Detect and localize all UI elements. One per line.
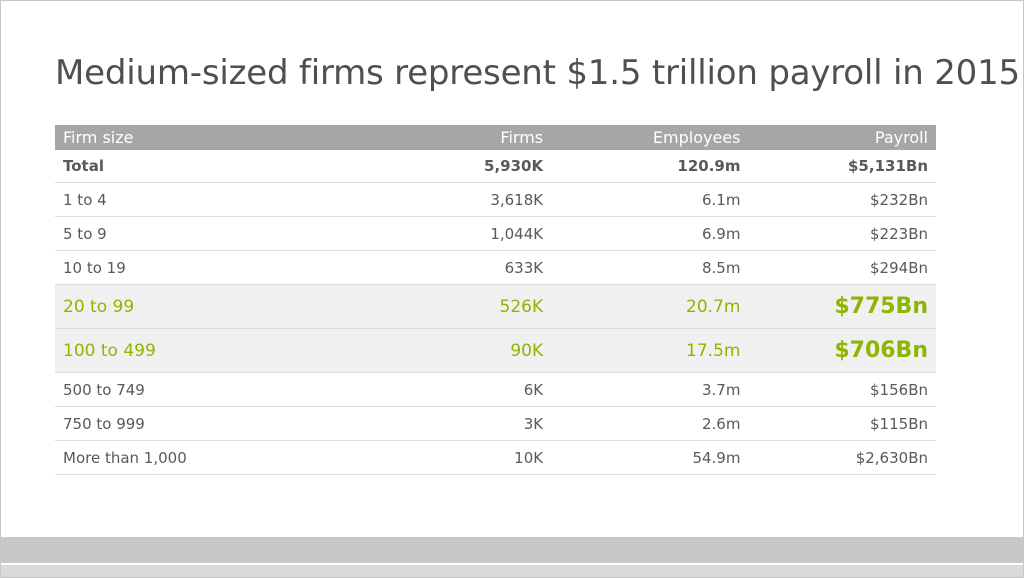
cell-firms: 633K bbox=[406, 250, 552, 285]
cell-firms: 10K bbox=[406, 440, 552, 475]
cell-payroll: $156Bn bbox=[748, 372, 936, 407]
cell-payroll: $294Bn bbox=[748, 250, 936, 285]
table-row: More than 1,000 10K 54.9m $2,630Bn bbox=[55, 440, 936, 475]
cell-employees: 8.5m bbox=[551, 250, 749, 285]
cell-firm-size: 20 to 99 bbox=[55, 284, 407, 329]
cell-firms: 3,618K bbox=[406, 182, 552, 217]
cell-payroll: $115Bn bbox=[748, 406, 936, 441]
table-row: 10 to 19 633K 8.5m $294Bn bbox=[55, 250, 936, 285]
footer-band bbox=[1, 537, 1023, 563]
cell-employees: 3.7m bbox=[551, 372, 749, 407]
header-employees: Employees bbox=[551, 125, 749, 150]
cell-firm-size: 1 to 4 bbox=[55, 182, 407, 217]
cell-firms: 90K bbox=[406, 328, 552, 373]
cell-firm-size: 100 to 499 bbox=[55, 328, 407, 373]
cell-firm-size: Total bbox=[55, 150, 407, 183]
cell-payroll: $2,630Bn bbox=[748, 440, 936, 475]
header-firms: Firms bbox=[406, 125, 552, 150]
cell-employees: 20.7m bbox=[551, 284, 749, 329]
header-firm-size: Firm size bbox=[55, 125, 407, 150]
slide-title: Medium-sized firms represent $1.5 trilli… bbox=[55, 53, 1020, 93]
table-row: 500 to 749 6K 3.7m $156Bn bbox=[55, 372, 936, 407]
cell-firm-size: 5 to 9 bbox=[55, 216, 407, 251]
cell-payroll: $223Bn bbox=[748, 216, 936, 251]
table-row-highlighted: 20 to 99 526K 20.7m $775Bn bbox=[55, 284, 936, 329]
cell-firms: 1,044K bbox=[406, 216, 552, 251]
table-row: 5 to 9 1,044K 6.9m $223Bn bbox=[55, 216, 936, 251]
cell-firms: 5,930K bbox=[406, 150, 552, 183]
cell-firm-size: 750 to 999 bbox=[55, 406, 407, 441]
cell-employees: 2.6m bbox=[551, 406, 749, 441]
cell-firms: 6K bbox=[406, 372, 552, 407]
cell-payroll: $706Bn bbox=[748, 328, 936, 373]
table-row: 750 to 999 3K 2.6m $115Bn bbox=[55, 406, 936, 441]
cell-firms: 526K bbox=[406, 284, 552, 329]
table-row-total: Total 5,930K 120.9m $5,131Bn bbox=[55, 150, 936, 183]
table-header-row: Firm size Firms Employees Payroll bbox=[55, 125, 936, 150]
cell-firm-size: 10 to 19 bbox=[55, 250, 407, 285]
payroll-table: Firm size Firms Employees Payroll Total … bbox=[55, 125, 936, 475]
footer-band-lower bbox=[1, 565, 1023, 577]
cell-payroll: $5,131Bn bbox=[748, 150, 936, 183]
cell-firm-size: 500 to 749 bbox=[55, 372, 407, 407]
cell-payroll: $775Bn bbox=[748, 284, 936, 329]
cell-firm-size: More than 1,000 bbox=[55, 440, 407, 475]
cell-employees: 6.9m bbox=[551, 216, 749, 251]
cell-employees: 17.5m bbox=[551, 328, 749, 373]
cell-employees: 54.9m bbox=[551, 440, 749, 475]
table-row: 1 to 4 3,618K 6.1m $232Bn bbox=[55, 182, 936, 217]
cell-employees: 6.1m bbox=[551, 182, 749, 217]
cell-firms: 3K bbox=[406, 406, 552, 441]
cell-employees: 120.9m bbox=[551, 150, 749, 183]
cell-payroll: $232Bn bbox=[748, 182, 936, 217]
header-payroll: Payroll bbox=[748, 125, 936, 150]
table-row-highlighted: 100 to 499 90K 17.5m $706Bn bbox=[55, 328, 936, 373]
